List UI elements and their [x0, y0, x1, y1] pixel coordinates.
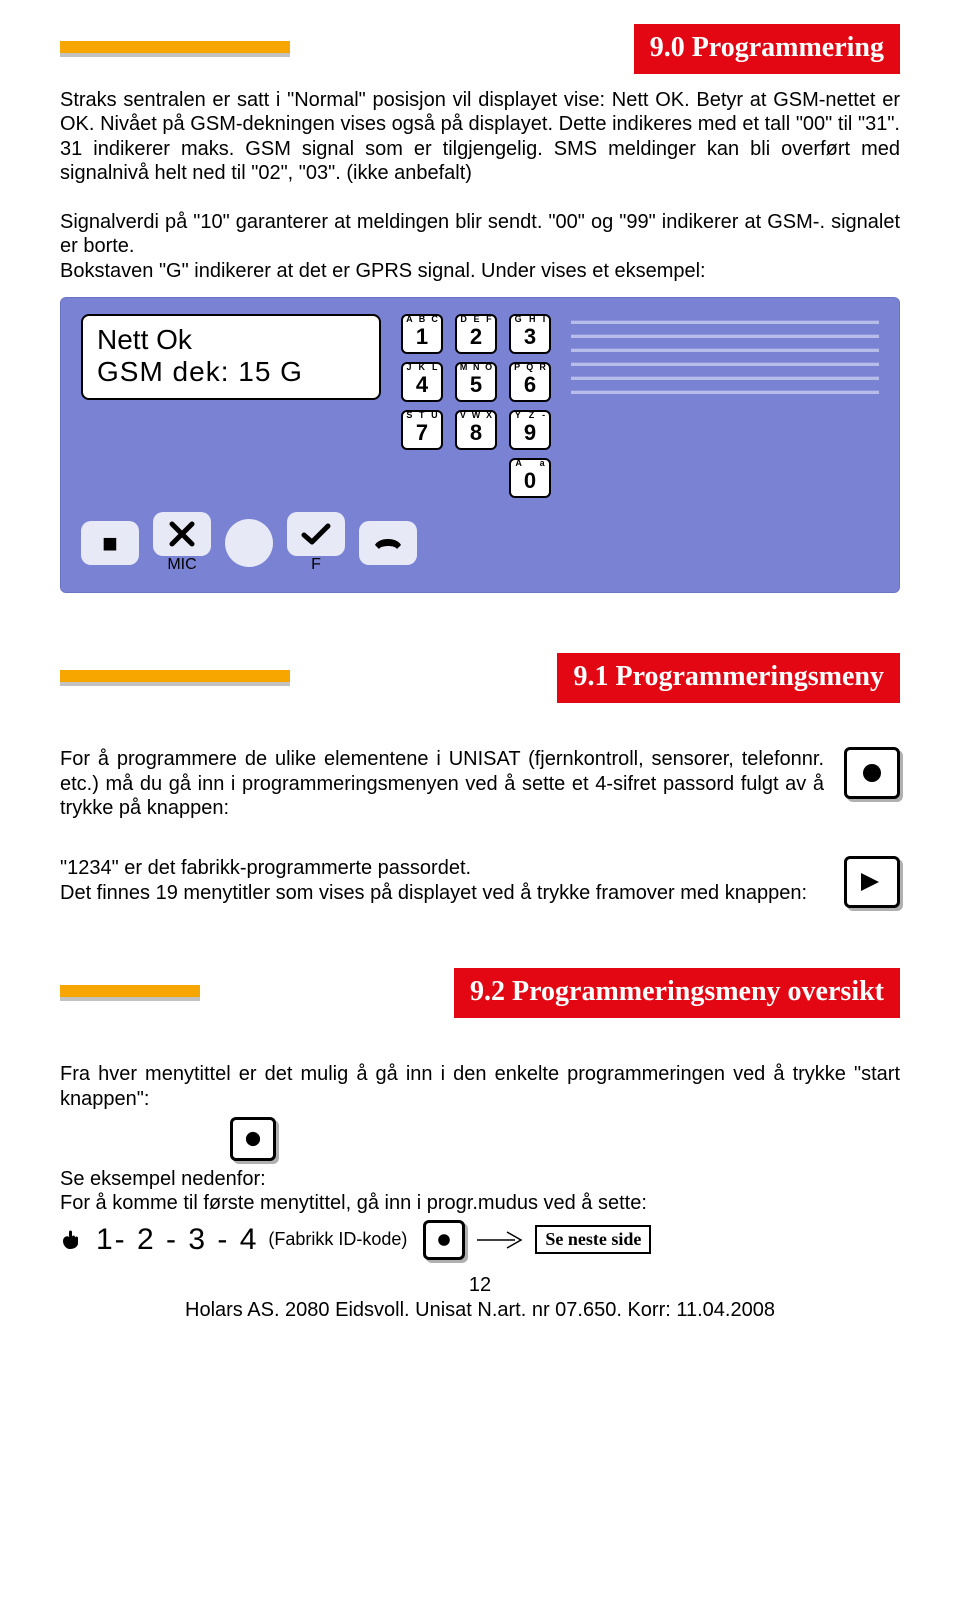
- keypad-key-4[interactable]: JKL4: [401, 362, 443, 402]
- section-9-2-header: 9.2 Programmeringsmeny oversikt: [60, 968, 900, 1018]
- para-text: "1234" er det fabrikk-programmerte passo…: [60, 856, 824, 905]
- lcd-line-1: Nett Ok: [97, 324, 365, 356]
- next-page-box: Se neste side: [535, 1225, 651, 1254]
- keypad-key-7[interactable]: STU7: [401, 410, 443, 450]
- arrow-icon: [475, 1228, 525, 1252]
- decorative-lines: [571, 314, 879, 394]
- forward-button-icon: [844, 856, 900, 908]
- para-9-1-b: "1234" er det fabrikk-programmerte passo…: [60, 856, 900, 908]
- f-label: F: [311, 556, 321, 574]
- record-button-small: [423, 1220, 465, 1260]
- section-9-0-header: 9.0 Programmering: [60, 24, 900, 74]
- page-number: 12: [60, 1274, 900, 1297]
- device-panel: Nett Ok GSM dek: 15 G ABC1 DEF2 GHI3 JKL4 MN…: [60, 297, 900, 593]
- hand-icon: [60, 1229, 86, 1251]
- orange-bar: [60, 670, 290, 686]
- round-key[interactable]: [225, 519, 273, 567]
- para-9-2-b: Se eksempel nedenfor:: [60, 1167, 900, 1191]
- keypad-key-5[interactable]: MNO5: [455, 362, 497, 402]
- check-key[interactable]: [287, 512, 345, 556]
- x-key[interactable]: [153, 512, 211, 556]
- keypad-key-9[interactable]: YZ-9: [509, 410, 551, 450]
- phone-key[interactable]: [359, 521, 417, 565]
- code-note: (Fabrikk ID-kode): [268, 1229, 407, 1250]
- footer-line: Holars AS. 2080 Eidsvoll. Unisat N.art. …: [60, 1299, 900, 1322]
- keypad-key-6[interactable]: PQR6: [509, 362, 551, 402]
- lcd-display: Nett Ok GSM dek: 15 G: [81, 314, 381, 400]
- section-title: 9.1 Programmeringsmeny: [557, 653, 900, 703]
- para-9-2-a: Fra hver menytittel er det mulig å gå in…: [60, 1062, 900, 1111]
- section-9-1-header: 9.1 Programmeringsmeny: [60, 653, 900, 703]
- numeric-keypad: ABC1 DEF2 GHI3 JKL4 MNO5 PQR6 STU7 VWX8 YZ-9 A a0: [401, 314, 551, 498]
- orange-bar: [60, 985, 200, 1001]
- keypad-key-1[interactable]: ABC1: [401, 314, 443, 354]
- code-row: 1- 2 - 3 - 4 (Fabrikk ID-kode) Se neste …: [60, 1220, 900, 1260]
- para-9-2-c: For å komme til første menytittel, gå in…: [60, 1191, 900, 1215]
- keypad-key-0[interactable]: A a0: [509, 458, 551, 498]
- code-digits: 1- 2 - 3 - 4: [96, 1223, 258, 1257]
- orange-bar: [60, 41, 290, 57]
- section-9-0-body: Straks sentralen er satt i "Normal" posi…: [60, 88, 900, 283]
- stop-key[interactable]: ■: [81, 521, 139, 565]
- mic-label: MIC: [167, 556, 196, 574]
- record-button-icon: [844, 747, 900, 799]
- lcd-line-2: GSM dek: 15 G: [97, 356, 365, 388]
- section-title: 9.2 Programmeringsmeny oversikt: [454, 968, 900, 1018]
- para-9-1-a: For å programmere de ulike elementene i …: [60, 747, 900, 820]
- keypad-key-8[interactable]: VWX8: [455, 410, 497, 450]
- keypad-key-3[interactable]: GHI3: [509, 314, 551, 354]
- keypad-key-2[interactable]: DEF2: [455, 314, 497, 354]
- soft-key-row: ■ MIC F: [81, 512, 879, 574]
- record-button-inline: [230, 1117, 900, 1161]
- para-text: For å programmere de ulike elementene i …: [60, 747, 824, 820]
- section-title: 9.0 Programmering: [634, 24, 900, 74]
